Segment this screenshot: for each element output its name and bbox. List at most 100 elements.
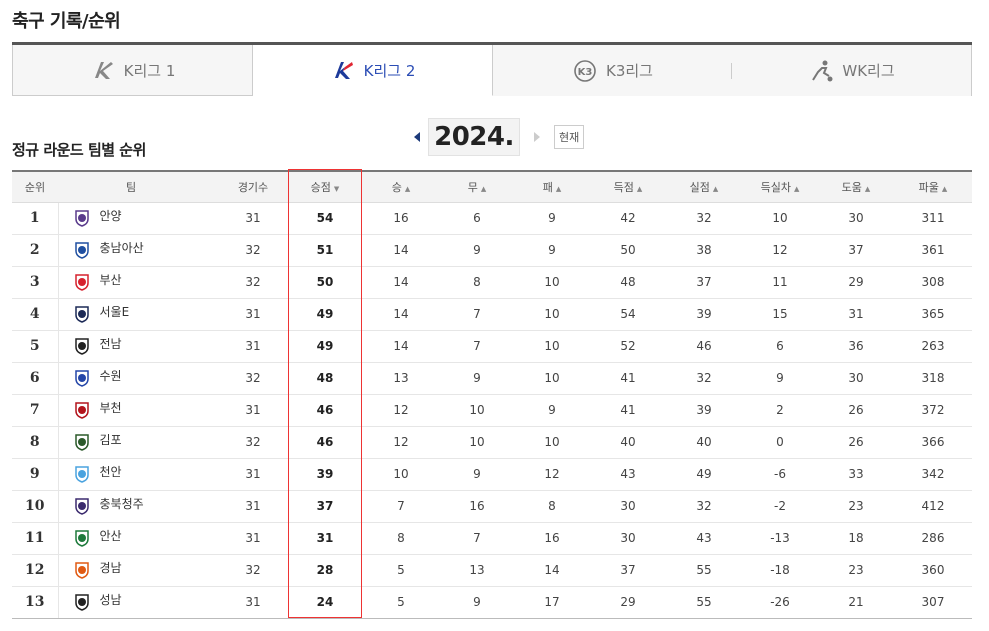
tab-k-league-1[interactable]: K리그 1 bbox=[12, 45, 253, 96]
team-cell[interactable]: 충북청주 bbox=[58, 490, 218, 523]
rank-cell: 9 bbox=[12, 458, 59, 491]
goals-against-cell: 38 bbox=[666, 234, 742, 267]
draws-cell: 9 bbox=[440, 458, 514, 491]
table-row: 10 충북청주 31 37 7 16 8 30 32 -2 23 412 bbox=[12, 490, 972, 523]
goal-difference-cell: -13 bbox=[742, 522, 818, 555]
table-row: 12 경남 32 28 5 13 14 37 55 -18 23 360 bbox=[12, 554, 972, 587]
goals-for-cell: 40 bbox=[590, 426, 666, 459]
games-cell: 32 bbox=[218, 426, 288, 459]
goal-difference-cell: -18 bbox=[742, 554, 818, 587]
team-cell[interactable]: 부천 bbox=[58, 394, 218, 427]
team-emblem-icon bbox=[73, 497, 91, 515]
prev-year-arrow-icon[interactable] bbox=[410, 127, 424, 147]
team-name[interactable]: 성남 bbox=[99, 592, 122, 607]
sort-asc-icon: ▲ bbox=[793, 184, 800, 193]
column-header-losses[interactable]: 패 ▲ bbox=[514, 170, 590, 203]
fouls-cell: 342 bbox=[894, 458, 972, 491]
goal-difference-cell: 0 bbox=[742, 426, 818, 459]
team-name[interactable]: 충북청주 bbox=[99, 496, 144, 511]
team-emblem-icon bbox=[73, 561, 91, 579]
team-cell[interactable]: 경남 bbox=[58, 554, 218, 587]
draws-cell: 16 bbox=[440, 490, 514, 523]
goals-for-cell: 48 bbox=[590, 266, 666, 299]
team-name[interactable]: 부천 bbox=[99, 400, 122, 415]
fouls-cell: 372 bbox=[894, 394, 972, 427]
fouls-cell: 365 bbox=[894, 298, 972, 331]
draws-cell: 8 bbox=[440, 266, 514, 299]
goal-difference-cell: 2 bbox=[742, 394, 818, 427]
assists-cell: 18 bbox=[818, 522, 894, 555]
table-row: 8 김포 32 46 12 10 10 40 40 0 26 366 bbox=[12, 426, 972, 459]
tab-k3-league[interactable]: K3 K3리그 bbox=[493, 45, 732, 96]
wins-cell: 10 bbox=[362, 458, 440, 491]
team-cell[interactable]: 서울E bbox=[58, 298, 218, 331]
team-name[interactable]: 수원 bbox=[99, 368, 122, 383]
goals-for-cell: 29 bbox=[590, 586, 666, 619]
goals-against-cell: 32 bbox=[666, 202, 742, 235]
team-name[interactable]: 부산 bbox=[99, 272, 122, 287]
assists-cell: 36 bbox=[818, 330, 894, 363]
points-cell: 28 bbox=[288, 554, 362, 587]
team-emblem-icon bbox=[73, 273, 91, 291]
team-emblem-icon bbox=[73, 369, 91, 387]
tab-group: K3 K3리그 WK리그 bbox=[493, 45, 972, 96]
wins-cell: 12 bbox=[362, 394, 440, 427]
column-header-assists[interactable]: 도움 ▲ bbox=[818, 170, 894, 203]
team-name[interactable]: 충남아산 bbox=[99, 240, 144, 255]
wins-cell: 8 bbox=[362, 522, 440, 555]
team-cell[interactable]: 전남 bbox=[58, 330, 218, 363]
tab-k-league-2[interactable]: K리그 2 bbox=[253, 45, 493, 96]
column-header-points[interactable]: 승점 ▼ bbox=[288, 170, 362, 203]
table-header-row: 순위 팀 경기수 승점 ▼ 승 ▲ 무 ▲ 패 ▲ 득점 ▲ 실점 ▲ 득실차 ▲ 도움 ▲ 파… bbox=[12, 170, 972, 203]
goal-difference-cell: 6 bbox=[742, 330, 818, 363]
team-name[interactable]: 경남 bbox=[99, 560, 122, 575]
team-cell[interactable]: 충남아산 bbox=[58, 234, 218, 267]
league-tabs: K리그 1 K리그 2 K3 K3리그 WK리그 bbox=[12, 42, 972, 96]
team-cell[interactable]: 수원 bbox=[58, 362, 218, 395]
goal-difference-cell: -6 bbox=[742, 458, 818, 491]
column-header-wins[interactable]: 승 ▲ bbox=[362, 170, 440, 203]
team-name[interactable]: 안양 bbox=[99, 208, 122, 223]
column-header-goal-difference[interactable]: 득실차 ▲ bbox=[742, 170, 818, 203]
current-year-button[interactable]: 현재 bbox=[554, 125, 585, 149]
svg-text:K3: K3 bbox=[578, 67, 593, 78]
rank-cell: 13 bbox=[12, 586, 59, 619]
column-header-fouls[interactable]: 파울 ▲ bbox=[894, 170, 972, 203]
sort-asc-icon: ▲ bbox=[864, 184, 871, 193]
games-cell: 31 bbox=[218, 490, 288, 523]
table-row: 9 천안 31 39 10 9 12 43 49 -6 33 342 bbox=[12, 458, 972, 491]
team-cell[interactable]: 안양 bbox=[58, 202, 218, 235]
team-name[interactable]: 전남 bbox=[99, 336, 122, 351]
assists-cell: 26 bbox=[818, 394, 894, 427]
wins-cell: 14 bbox=[362, 234, 440, 267]
losses-cell: 16 bbox=[514, 522, 590, 555]
team-cell[interactable]: 김포 bbox=[58, 426, 218, 459]
next-year-arrow-icon[interactable] bbox=[530, 127, 544, 147]
assists-cell: 21 bbox=[818, 586, 894, 619]
team-name[interactable]: 안산 bbox=[99, 528, 122, 543]
fouls-cell: 360 bbox=[894, 554, 972, 587]
wins-cell: 14 bbox=[362, 266, 440, 299]
assists-cell: 23 bbox=[818, 490, 894, 523]
team-cell[interactable]: 부산 bbox=[58, 266, 218, 299]
assists-cell: 26 bbox=[818, 426, 894, 459]
goals-against-cell: 32 bbox=[666, 362, 742, 395]
team-name[interactable]: 김포 bbox=[99, 432, 122, 447]
wins-cell: 5 bbox=[362, 554, 440, 587]
team-name[interactable]: 서울E bbox=[99, 304, 130, 319]
tab-label: WK리그 bbox=[842, 62, 895, 80]
goals-against-cell: 39 bbox=[666, 394, 742, 427]
team-name[interactable]: 천안 bbox=[99, 464, 122, 479]
goal-difference-cell: 10 bbox=[742, 202, 818, 235]
tab-wk-league[interactable]: WK리그 bbox=[732, 45, 971, 96]
team-cell[interactable]: 천안 bbox=[58, 458, 218, 491]
rank-cell: 5 bbox=[12, 330, 59, 363]
team-cell[interactable]: 성남 bbox=[58, 586, 218, 619]
column-header-goals-against[interactable]: 실점 ▲ bbox=[666, 170, 742, 203]
year-navigator: 2024. 현재 bbox=[410, 118, 585, 156]
goals-against-cell: 39 bbox=[666, 298, 742, 331]
column-header-draws[interactable]: 무 ▲ bbox=[440, 170, 514, 203]
column-header-goals-for[interactable]: 득점 ▲ bbox=[590, 170, 666, 203]
losses-cell: 10 bbox=[514, 362, 590, 395]
team-cell[interactable]: 안산 bbox=[58, 522, 218, 555]
